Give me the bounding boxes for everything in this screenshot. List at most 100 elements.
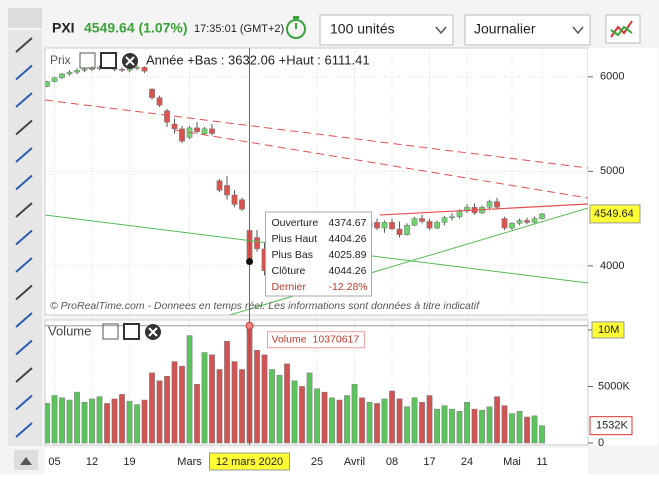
x-axis — [45, 448, 588, 474]
volume-bar — [209, 354, 215, 444]
tool-icon[interactable] — [12, 144, 36, 166]
candle-body — [441, 217, 448, 223]
candle-body — [66, 71, 73, 75]
candle-body — [539, 213, 545, 219]
tooltip-value: -12.28% — [329, 281, 368, 293]
panel-icons[interactable] — [79, 52, 138, 69]
volume-bar — [171, 361, 178, 444]
price: 4549.64 (1.07%) — [84, 20, 188, 36]
price-subtitle: Année +Bas : 3632.06 +Haut : 6111.41 — [146, 52, 370, 67]
volume-bar — [396, 398, 403, 444]
period: Journalier — [474, 21, 536, 37]
volume-bar — [351, 383, 358, 444]
tool-icon[interactable] — [12, 171, 36, 194]
volume-tooltip — [267, 331, 366, 349]
tool-glyph — [15, 64, 33, 81]
candle-body — [456, 210, 463, 217]
volume-bar — [359, 397, 365, 444]
volume-bar — [111, 398, 118, 444]
tooltip-label: Ouverture — [272, 217, 319, 229]
x-tick-label: 11 — [536, 456, 547, 468]
last-volume-box — [589, 416, 633, 436]
candle-body — [254, 237, 260, 250]
candle-body — [509, 223, 515, 229]
tool-icon[interactable] — [12, 89, 36, 111]
volume-bar — [59, 397, 65, 444]
tool-glyph — [15, 174, 33, 191]
volume-bar — [74, 391, 80, 444]
tool-icon[interactable] — [12, 116, 36, 139]
volume-bar — [126, 400, 133, 444]
tool-icon[interactable] — [12, 309, 36, 331]
volume-bar — [81, 402, 88, 444]
candle-body — [209, 128, 215, 134]
candle-body — [171, 123, 178, 130]
candle-body — [516, 220, 523, 224]
volume-bar — [329, 397, 335, 444]
candle-body — [51, 77, 58, 82]
volume-bar — [516, 411, 523, 444]
tool-icon[interactable] — [12, 61, 36, 84]
tool-icon[interactable] — [12, 226, 36, 249]
tool-icon[interactable] — [12, 419, 36, 441]
candle-body — [426, 221, 433, 229]
watermark: © ProRealTime.com - Donnees en temps rée… — [50, 300, 480, 312]
candle-body — [464, 207, 470, 212]
candle-body — [156, 97, 163, 106]
volume-tooltip-value: 10370617 — [313, 334, 360, 346]
tool-glyph — [15, 422, 33, 438]
volume-bar — [141, 399, 148, 444]
candle-body — [74, 69, 80, 73]
price-title: Prix — [50, 53, 71, 67]
candle-body — [374, 222, 380, 229]
x-tick-label: Mars — [177, 456, 202, 468]
candle-body — [501, 218, 508, 229]
y-tick-label: 4000 — [600, 260, 624, 272]
candle-body — [231, 194, 238, 205]
x-tick-label: 05 — [48, 456, 60, 468]
candle-body — [134, 67, 140, 69]
candle-body — [81, 69, 88, 71]
tool-icon[interactable] — [12, 391, 36, 414]
panel-icons[interactable] — [102, 323, 161, 340]
tool-glyph — [15, 312, 33, 328]
volume-bar — [299, 386, 305, 444]
tool-icon[interactable] — [12, 34, 36, 56]
units-dropdown[interactable] — [319, 14, 454, 46]
tool-glyph — [15, 339, 33, 356]
candle-body — [216, 180, 223, 191]
x-tick-label: 17 — [423, 456, 435, 468]
trend-line — [379, 203, 588, 216]
tool-icon[interactable] — [12, 254, 36, 276]
candle-body — [141, 67, 148, 72]
volume-bar — [449, 408, 455, 444]
tool-icon[interactable] — [12, 199, 36, 221]
tool-icon[interactable] — [12, 336, 36, 359]
candle-body — [389, 222, 395, 230]
last-price-box — [589, 204, 641, 224]
tool-icon[interactable] — [12, 281, 36, 304]
candle-body — [45, 81, 50, 87]
units: 100 unités — [330, 21, 395, 37]
timer-icon[interactable] — [286, 16, 306, 39]
candle-body — [381, 222, 388, 229]
tool-icon[interactable] — [12, 364, 36, 386]
volume-bar — [336, 399, 343, 444]
menu-button[interactable] — [8, 8, 42, 28]
volume-bar — [501, 405, 508, 444]
volume-bar — [89, 398, 95, 444]
period-dropdown[interactable] — [464, 14, 591, 46]
candle-body — [524, 220, 530, 223]
candle-body — [224, 185, 230, 196]
trend-line — [45, 99, 588, 169]
volume-bar — [314, 388, 320, 444]
volume-tooltip-label: Volume — [272, 334, 307, 346]
candle-body — [396, 228, 403, 235]
indicator-button[interactable] — [605, 14, 641, 44]
x-tick-label: Mai — [503, 456, 521, 468]
volume-bar — [186, 335, 193, 444]
trend-line — [229, 207, 588, 315]
last-volume: 1532K — [596, 420, 628, 432]
expand-button[interactable] — [14, 450, 38, 470]
